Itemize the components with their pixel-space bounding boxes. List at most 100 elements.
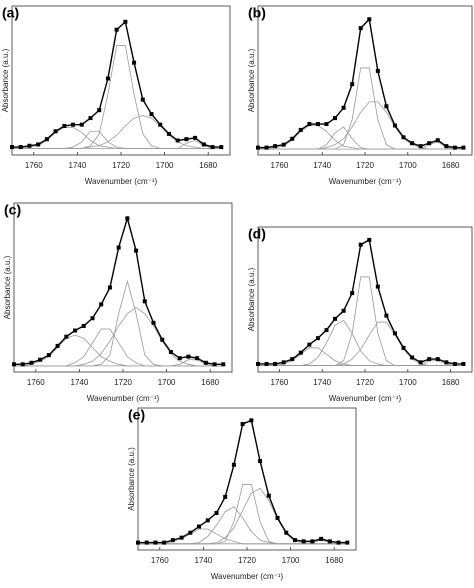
data-point	[29, 360, 34, 365]
data-point	[46, 353, 51, 358]
data-point	[384, 104, 389, 109]
data-point	[401, 135, 406, 140]
component-curve	[12, 140, 222, 149]
data-point	[142, 299, 147, 304]
component-curve	[258, 126, 464, 150]
data-point	[212, 362, 217, 367]
data-point	[418, 360, 423, 365]
x-tick-label: 1680	[201, 378, 219, 387]
plot-frame	[257, 5, 473, 156]
plot-frame	[13, 202, 233, 373]
data-point	[341, 308, 346, 313]
data-point	[301, 539, 306, 544]
y-axis-label: Absorbance (a.u.)	[3, 255, 12, 319]
data-point	[290, 357, 295, 362]
data-point	[231, 462, 236, 467]
data-point	[298, 127, 303, 132]
data-point	[375, 284, 380, 289]
x-tick-label: 1740	[313, 378, 331, 387]
data-point	[341, 105, 346, 110]
plot-frame	[137, 407, 357, 551]
data-point	[151, 320, 156, 325]
data-point	[410, 355, 415, 360]
data-point	[444, 360, 449, 365]
data-point	[149, 112, 154, 117]
data-point	[219, 145, 224, 150]
data-point	[435, 357, 440, 362]
component-curve	[14, 334, 224, 367]
y-axis-label: Absorbance (a.u.)	[247, 48, 256, 112]
data-point	[350, 82, 355, 87]
data-point	[81, 323, 86, 328]
data-point	[12, 362, 16, 367]
data-point	[315, 336, 320, 341]
data-point	[166, 131, 171, 136]
data-point	[324, 122, 329, 127]
x-tick-label: 1700	[156, 161, 174, 170]
data-point	[307, 122, 312, 127]
plot-frame	[11, 5, 231, 156]
x-tick-label: 1720	[356, 378, 374, 387]
x-tick-label: 1720	[112, 161, 130, 170]
data-point	[162, 540, 167, 545]
data-point	[273, 361, 278, 366]
data-point	[401, 345, 406, 350]
data-point	[71, 122, 76, 127]
data-point	[273, 144, 278, 149]
data-point	[125, 216, 130, 221]
data-point	[10, 145, 14, 150]
data-point	[384, 313, 389, 318]
x-tick-label: 1720	[238, 556, 256, 565]
data-point	[90, 316, 95, 321]
x-axis-label: Wavenumber (cm⁻¹)	[211, 572, 284, 581]
spectrum-line	[138, 419, 348, 544]
component-curve	[12, 130, 222, 149]
x-axis-label: Wavenumber (cm⁻¹)	[85, 177, 158, 186]
data-point	[336, 540, 341, 545]
data-point	[367, 17, 372, 22]
data-point	[452, 145, 457, 150]
x-tick-label: 1760	[151, 556, 169, 565]
x-tick-label: 1760	[27, 378, 45, 387]
data-point	[160, 337, 165, 342]
data-point	[418, 144, 423, 149]
data-point	[256, 361, 260, 366]
data-point	[105, 76, 110, 81]
data-point	[333, 316, 338, 321]
data-point	[223, 494, 228, 499]
component-curve	[14, 359, 224, 367]
x-tick-label: 1740	[69, 161, 87, 170]
component-curve	[14, 279, 224, 367]
data-point	[158, 122, 163, 127]
data-point	[392, 123, 397, 128]
data-point	[177, 356, 182, 361]
component-curve	[138, 487, 348, 545]
data-point	[184, 137, 189, 142]
data-point	[153, 540, 158, 545]
data-point	[392, 331, 397, 336]
data-point	[44, 137, 49, 142]
spectrum-line	[258, 17, 464, 149]
data-point	[258, 459, 263, 464]
y-axis-label: Absorbance (a.u.)	[1, 48, 10, 112]
data-point	[221, 362, 226, 367]
data-point	[284, 530, 289, 535]
data-point	[62, 123, 67, 128]
data-point	[140, 97, 145, 102]
data-point	[36, 142, 41, 147]
data-point	[144, 540, 149, 545]
component-curve	[258, 67, 464, 150]
data-point	[64, 334, 69, 339]
data-point	[27, 143, 32, 148]
data-point	[249, 418, 254, 423]
data-point	[292, 538, 297, 543]
data-point	[256, 145, 260, 150]
data-point	[188, 530, 193, 535]
data-point	[168, 350, 173, 355]
data-point	[203, 360, 208, 365]
x-tick-label: 1700	[282, 556, 300, 565]
data-point	[275, 515, 280, 520]
x-tick-label: 1680	[442, 161, 460, 170]
component-curve	[138, 506, 348, 545]
